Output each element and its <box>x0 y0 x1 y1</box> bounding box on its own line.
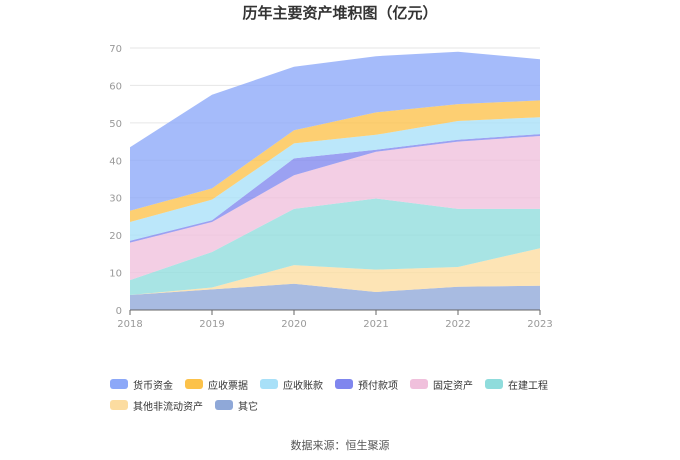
legend-swatch <box>110 379 128 389</box>
x-tick-label: 2018 <box>117 319 142 330</box>
x-tick-label: 2022 <box>445 319 470 330</box>
legend-item[interactable]: 应收账款 <box>260 376 323 392</box>
area-series <box>130 51 540 310</box>
y-tick-label: 50 <box>109 119 122 130</box>
y-tick-label: 10 <box>109 269 122 280</box>
legend-swatch <box>335 379 353 389</box>
series-area <box>130 100 540 222</box>
data-source: 数据来源：恒生聚源 <box>290 439 390 452</box>
legend-swatch <box>215 400 233 410</box>
chart-title: 历年主要资产堆积图（亿元） <box>242 4 438 22</box>
y-tick-label: 20 <box>109 231 122 242</box>
legend-item[interactable]: 货币资金 <box>110 376 173 392</box>
series-area <box>130 136 540 281</box>
legend-label: 固定资产 <box>433 380 473 392</box>
legend-swatch <box>410 379 428 389</box>
legend-item[interactable]: 应收票据 <box>185 376 248 392</box>
axes: 0 10 20 30 40 50 60 70 2018 2019 2020 2021 2022 2023 <box>109 44 552 330</box>
legend-swatch <box>110 400 128 410</box>
legend-swatch <box>260 379 278 389</box>
legend-swatch <box>485 379 503 389</box>
chart-legend: 货币资金 应收票据 应收账款 预付款项 固定资产 在建工程 其他非流动资产 其它 <box>110 376 580 413</box>
y-tick-label: 40 <box>109 156 122 167</box>
y-tick-label: 70 <box>109 44 122 55</box>
legend-label: 货币资金 <box>133 380 173 392</box>
series-area <box>130 117 540 241</box>
legend-item[interactable]: 固定资产 <box>410 376 473 392</box>
x-tick-label: 2020 <box>281 319 306 330</box>
legend-label: 应收账款 <box>283 380 323 392</box>
legend-item[interactable]: 在建工程 <box>485 376 548 392</box>
legend-label: 其他非流动资产 <box>133 401 203 413</box>
series-area <box>130 198 540 295</box>
x-tick-label: 2023 <box>527 319 552 330</box>
series-area <box>130 134 540 243</box>
legend-label: 预付款项 <box>358 380 398 392</box>
legend-label: 在建工程 <box>508 380 548 392</box>
y-tick-label: 60 <box>109 81 122 92</box>
series-area <box>130 248 540 295</box>
legend-item[interactable]: 其它 <box>215 397 258 413</box>
series-area <box>130 283 540 310</box>
legend-swatch <box>185 379 203 389</box>
y-tick-label: 30 <box>109 194 122 205</box>
legend-label: 应收票据 <box>208 380 248 392</box>
y-tick-label: 0 <box>116 306 122 317</box>
series-area <box>130 51 540 211</box>
x-tick-label: 2019 <box>199 319 224 330</box>
legend-item[interactable]: 其他非流动资产 <box>110 397 203 413</box>
x-tick-label: 2021 <box>363 319 388 330</box>
legend-item[interactable]: 预付款项 <box>335 376 398 392</box>
legend-label: 其它 <box>238 401 258 413</box>
